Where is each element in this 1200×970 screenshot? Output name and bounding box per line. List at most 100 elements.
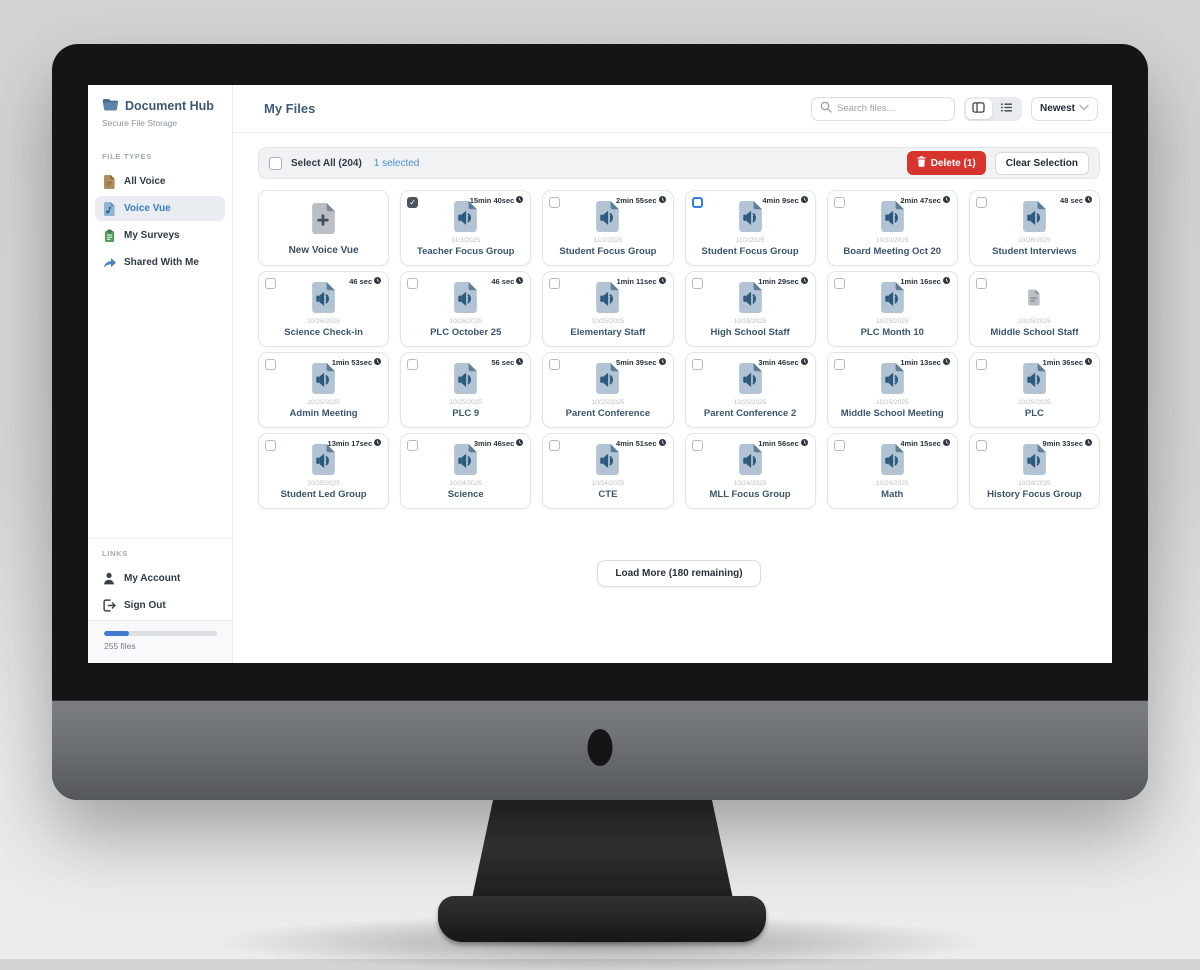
- duration-badge: 1min 36sec: [1043, 358, 1092, 367]
- file-checkbox[interactable]: [407, 359, 419, 370]
- file-checkbox[interactable]: [549, 197, 561, 208]
- sidebar-item-shared-with-me[interactable]: Shared With Me: [95, 250, 225, 275]
- duration-label: 1min 53sec: [331, 358, 373, 367]
- file-name: Science: [447, 489, 484, 500]
- file-date: 10/25/2025: [449, 399, 483, 406]
- file-card[interactable]: 9min 33sec 10/24/2025 History Focus Grou…: [968, 433, 1100, 509]
- file-card[interactable]: 2min 55sec 11/2/2025 Student Focus Group: [542, 190, 674, 266]
- file-card[interactable]: 4min 15sec 10/24/2025 Math: [826, 433, 958, 509]
- file-card[interactable]: 1min 11sec 10/25/2025 Elementary Staff: [542, 271, 674, 347]
- file-checkbox[interactable]: [975, 197, 987, 208]
- new-voice-vue-card[interactable]: New Voice Vue: [258, 190, 390, 266]
- file-card[interactable]: 48 sec 10/26/2025 Student Interviews: [968, 190, 1100, 266]
- file-card[interactable]: 1min 36sec 10/25/2025 PLC: [968, 352, 1100, 428]
- sidebar-item-my-account[interactable]: My Account: [95, 566, 225, 591]
- file-checkbox[interactable]: [549, 440, 561, 451]
- list-view-button[interactable]: [994, 99, 1020, 119]
- duration-label: 4min 51sec: [616, 439, 657, 448]
- file-checkbox[interactable]: [407, 440, 419, 451]
- file-checkbox[interactable]: [407, 278, 419, 289]
- duration-label: 4min 9sec: [762, 196, 799, 205]
- file-card[interactable]: 1min 13sec 10/25/2025 Middle School Meet…: [826, 352, 958, 428]
- sidebar-item-sign-out[interactable]: Sign Out: [95, 593, 225, 618]
- file-date: 11/2/2025: [593, 237, 623, 244]
- file-card[interactable]: 1min 16sec 10/25/2025 PLC Month 10: [826, 271, 958, 347]
- file-card[interactable]: 4min 9sec 11/2/2025 Student Focus Group: [684, 190, 816, 266]
- sidebar-item-my-surveys[interactable]: My Surveys: [95, 223, 225, 248]
- file-name: History Focus Group: [987, 489, 1082, 500]
- file-name: PLC Month 10: [860, 327, 924, 338]
- file-name: PLC: [1024, 408, 1044, 419]
- file-checkbox[interactable]: [975, 278, 987, 289]
- file-checkbox[interactable]: [265, 440, 276, 451]
- file-checkbox[interactable]: [691, 440, 703, 451]
- load-more-button[interactable]: Load More (180 remaining): [597, 560, 761, 587]
- file-card[interactable]: 10/25/2025 Middle School Staff: [968, 271, 1100, 347]
- file-checkbox[interactable]: [833, 440, 845, 451]
- monitor-stand-neck: [470, 796, 735, 908]
- audio-file-icon: [452, 443, 479, 479]
- select-all-checkbox[interactable]: [269, 156, 282, 170]
- file-name: Student Focus Group: [559, 246, 657, 257]
- clock-icon: [516, 277, 524, 286]
- audio-file-icon: [310, 443, 337, 479]
- file-card[interactable]: 46 sec 10/26/2025 Science Check-in: [258, 271, 390, 347]
- search-input[interactable]: [836, 103, 946, 114]
- content-area: Select All (204) 1 selected Delete (1) C…: [258, 133, 1100, 663]
- clock-icon: [1085, 358, 1092, 367]
- file-checkbox[interactable]: ✓: [407, 197, 419, 208]
- file-checkbox[interactable]: [691, 278, 703, 289]
- file-card[interactable]: 56 sec 10/25/2025 PLC 9: [400, 352, 532, 428]
- file-checkbox[interactable]: [549, 359, 561, 370]
- selection-bar: Select All (204) 1 selected Delete (1) C…: [258, 147, 1100, 179]
- clock-icon: [942, 358, 950, 367]
- file-card[interactable]: 5min 39sec 10/25/2025 Parent Conference: [542, 352, 674, 428]
- file-checkbox[interactable]: [265, 278, 276, 289]
- sidebar-item-voice-vue[interactable]: Voice Vue: [95, 196, 225, 221]
- music-doc-icon: [102, 201, 116, 216]
- file-checkbox[interactable]: [975, 359, 987, 370]
- file-date: 11/3/2025: [451, 237, 480, 244]
- file-date: 10/26/2025: [1018, 237, 1051, 244]
- main-panel: My Files: [233, 85, 1112, 663]
- monitor-bezel: Document Hub Secure File Storage FILE TY…: [52, 44, 1148, 800]
- file-card[interactable]: 3min 46sec 10/24/2025 Science: [400, 433, 532, 509]
- file-card[interactable]: 1min 53sec 10/25/2025 Admin Meeting: [258, 352, 390, 428]
- file-card[interactable]: 46 sec 10/26/2025 PLC October 25: [400, 271, 532, 347]
- file-date: 10/25/2025: [307, 480, 340, 487]
- file-date: 10/24/2025: [1018, 480, 1051, 487]
- file-date: 10/25/2025: [733, 318, 767, 325]
- file-date: 10/25/2025: [591, 399, 625, 406]
- topbar: My Files: [233, 85, 1112, 133]
- file-checkbox[interactable]: [691, 359, 703, 370]
- sort-dropdown[interactable]: Newest: [1030, 96, 1098, 121]
- duration-badge: 4min 15sec: [900, 439, 950, 448]
- clear-selection-button[interactable]: Clear Selection: [994, 151, 1089, 175]
- file-card[interactable]: 13min 17sec 10/25/2025 Student Led Group: [258, 433, 390, 509]
- duration-label: 1min 56sec: [758, 439, 799, 448]
- grid-view-button[interactable]: [965, 98, 992, 119]
- file-checkbox[interactable]: [833, 197, 845, 208]
- audio-file-icon: [737, 281, 764, 317]
- file-card[interactable]: 1min 56sec 10/24/2025 MLL Focus Group: [684, 433, 816, 509]
- duration-label: 46 sec: [349, 277, 373, 286]
- duration-label: 9min 33sec: [1042, 439, 1083, 448]
- file-checkbox[interactable]: [975, 440, 987, 451]
- file-card[interactable]: 4min 51sec 10/24/2025 CTE: [542, 433, 674, 509]
- file-date: 10/25/2025: [1018, 399, 1051, 406]
- file-checkbox[interactable]: [833, 278, 845, 289]
- file-card[interactable]: 1min 29sec 10/25/2025 High School Staff: [684, 271, 816, 347]
- audio-file-icon: [310, 362, 337, 398]
- file-checkbox[interactable]: [833, 359, 845, 370]
- file-checkbox[interactable]: [549, 278, 561, 289]
- audio-file-icon: [737, 362, 764, 398]
- duration-badge: 1min 16sec: [900, 277, 950, 286]
- file-checkbox[interactable]: [265, 359, 276, 370]
- file-checkbox[interactable]: [691, 197, 703, 208]
- file-card[interactable]: 3min 46sec 10/25/2025 Parent Conference …: [684, 352, 816, 428]
- file-card[interactable]: ✓ 15min 40sec 11/3/2025 Teacher Focus Gr…: [400, 190, 532, 266]
- clock-icon: [658, 196, 666, 205]
- file-card[interactable]: 2min 47sec 10/30/2025 Board Meeting Oct …: [826, 190, 958, 266]
- sidebar-item-all-voice[interactable]: All Voice: [95, 169, 225, 194]
- delete-button[interactable]: Delete (1): [906, 151, 986, 175]
